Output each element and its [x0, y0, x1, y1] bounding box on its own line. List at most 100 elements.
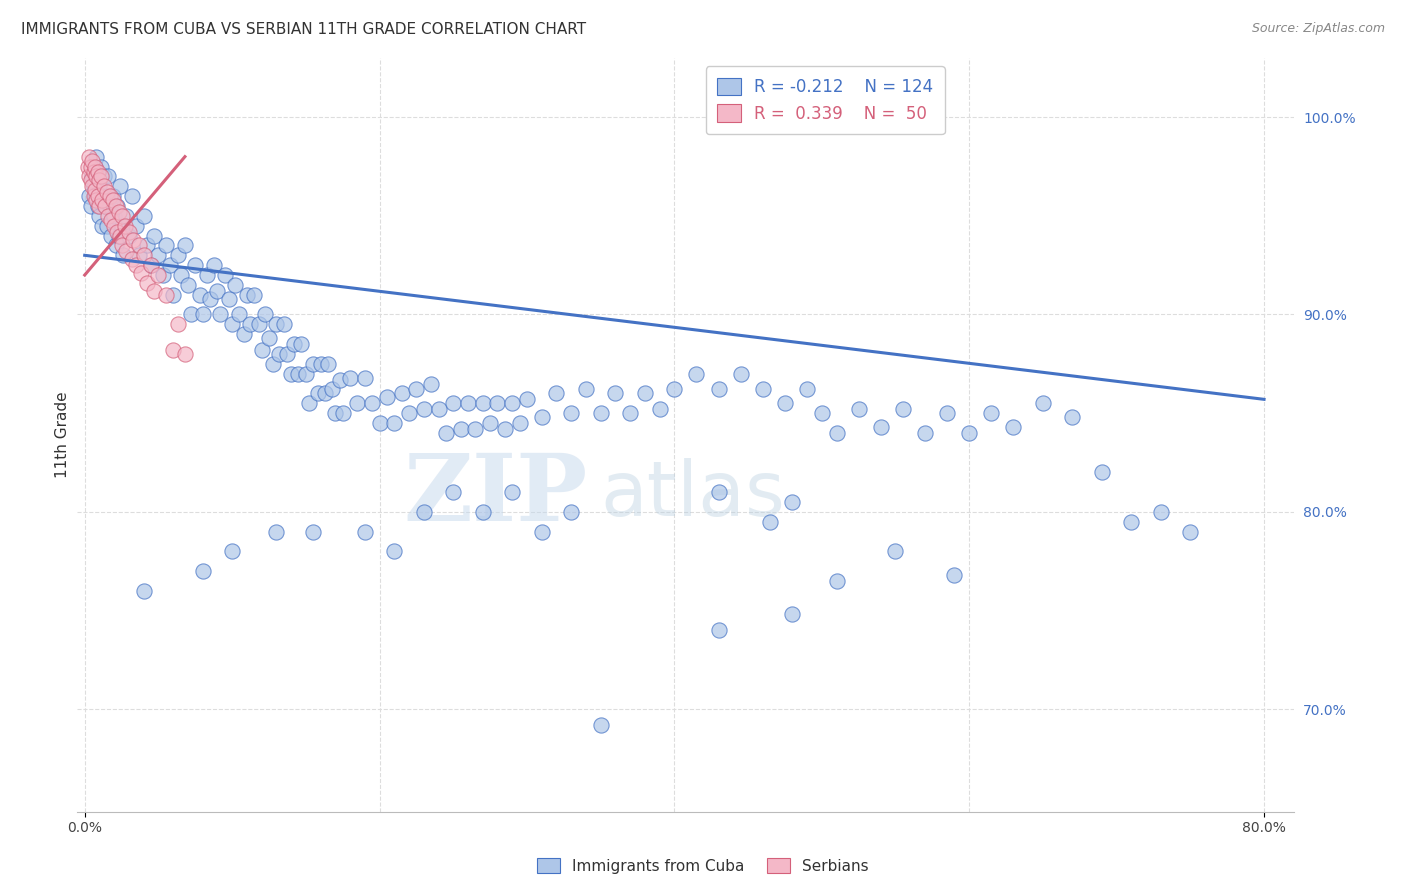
Point — [86, 169, 108, 184]
Point — [1150, 505, 1173, 519]
Point — [159, 258, 181, 272]
Point — [184, 258, 207, 272]
Point — [707, 623, 730, 637]
Point — [752, 383, 775, 397]
Point — [247, 318, 270, 332]
Point — [177, 277, 200, 292]
Point — [105, 225, 128, 239]
Point — [107, 228, 129, 243]
Point — [97, 209, 120, 223]
Point — [825, 425, 848, 440]
Point — [155, 238, 177, 252]
Point — [825, 574, 848, 588]
Point — [619, 406, 641, 420]
Point — [957, 425, 980, 440]
Point — [110, 238, 132, 252]
Point — [848, 402, 870, 417]
Point — [191, 564, 214, 578]
Point — [1180, 524, 1202, 539]
Point — [228, 308, 250, 322]
Point — [262, 357, 284, 371]
Point — [1032, 396, 1054, 410]
Point — [96, 189, 118, 203]
Point — [148, 248, 170, 262]
Point — [1091, 466, 1114, 480]
Point — [891, 402, 914, 417]
Point — [84, 160, 107, 174]
Point — [730, 367, 752, 381]
Point — [405, 383, 427, 397]
Point — [115, 244, 138, 259]
Legend: R = -0.212    N = 124, R =  0.339    N =  50: R = -0.212 N = 124, R = 0.339 N = 50 — [706, 66, 945, 135]
Point — [664, 383, 686, 397]
Point — [273, 318, 295, 332]
Point — [77, 169, 100, 184]
Point — [1002, 420, 1025, 434]
Text: ZIP: ZIP — [404, 450, 588, 541]
Point — [323, 406, 346, 420]
Point — [125, 258, 148, 272]
Point — [530, 410, 553, 425]
Point — [471, 505, 494, 519]
Point — [869, 420, 891, 434]
Point — [782, 495, 804, 509]
Point — [122, 233, 145, 247]
Point — [353, 370, 375, 384]
Text: atlas: atlas — [600, 458, 785, 533]
Point — [486, 396, 509, 410]
Point — [266, 524, 288, 539]
Point — [321, 383, 343, 397]
Point — [936, 406, 959, 420]
Point — [128, 248, 150, 262]
Point — [759, 515, 782, 529]
Point — [139, 258, 162, 272]
Point — [101, 193, 124, 207]
Point — [412, 505, 434, 519]
Text: Source: ZipAtlas.com: Source: ZipAtlas.com — [1251, 22, 1385, 36]
Point — [501, 485, 523, 500]
Point — [269, 347, 291, 361]
Point — [118, 225, 141, 239]
Point — [148, 268, 170, 282]
Point — [575, 383, 598, 397]
Point — [257, 331, 280, 345]
Point — [346, 396, 368, 410]
Point — [773, 396, 796, 410]
Point — [180, 308, 202, 322]
Point — [107, 205, 129, 219]
Point — [79, 199, 101, 213]
Point — [77, 150, 100, 164]
Point — [125, 219, 148, 233]
Point — [1121, 515, 1143, 529]
Point — [253, 308, 276, 322]
Point — [441, 396, 464, 410]
Point — [104, 238, 127, 252]
Y-axis label: 11th Grade: 11th Grade — [55, 392, 70, 478]
Point — [280, 367, 302, 381]
Point — [464, 422, 486, 436]
Point — [250, 343, 273, 357]
Point — [174, 238, 197, 252]
Point — [89, 209, 111, 223]
Point — [471, 396, 494, 410]
Point — [118, 228, 141, 243]
Point — [110, 219, 132, 233]
Point — [115, 209, 138, 223]
Point — [207, 284, 229, 298]
Point — [132, 583, 155, 598]
Point — [89, 199, 111, 213]
Point — [128, 238, 150, 252]
Point — [103, 209, 125, 223]
Point — [112, 248, 135, 262]
Point — [332, 406, 354, 420]
Point — [339, 370, 361, 384]
Point — [494, 422, 516, 436]
Point — [87, 189, 110, 203]
Point — [398, 406, 420, 420]
Point — [91, 219, 114, 233]
Point — [516, 392, 538, 407]
Point — [546, 386, 568, 401]
Point — [98, 189, 121, 203]
Point — [309, 357, 332, 371]
Point — [479, 416, 502, 430]
